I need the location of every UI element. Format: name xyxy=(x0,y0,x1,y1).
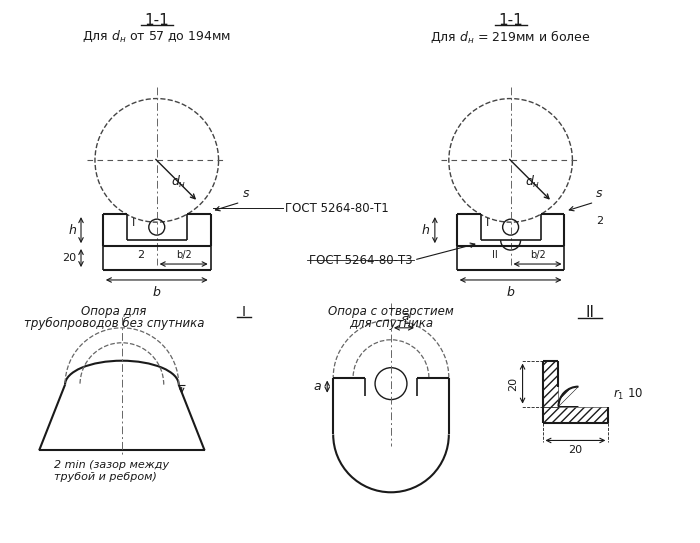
Text: a: a xyxy=(401,310,409,323)
Text: I: I xyxy=(132,218,135,228)
Text: b/2: b/2 xyxy=(176,250,192,260)
Text: Для $d_н$ от 57 до 194мм: Для $d_н$ от 57 до 194мм xyxy=(83,29,231,44)
Text: 2 min (зазор между: 2 min (зазор между xyxy=(54,460,169,470)
Text: 20: 20 xyxy=(509,377,519,391)
Text: Опора с отверстием: Опора с отверстием xyxy=(328,305,454,318)
Text: ГОСТ 5264-80-Т3: ГОСТ 5264-80-Т3 xyxy=(309,254,413,267)
Text: h: h xyxy=(68,224,76,237)
Text: b: b xyxy=(153,286,161,299)
Text: b/2: b/2 xyxy=(530,250,545,260)
Text: s: s xyxy=(242,187,249,200)
Text: $d_н$: $d_н$ xyxy=(524,174,540,191)
Text: h: h xyxy=(422,224,430,237)
Text: a: a xyxy=(314,380,321,393)
Text: Опора для: Опора для xyxy=(81,305,146,318)
Text: трубопроводов без спутника: трубопроводов без спутника xyxy=(24,317,204,330)
Text: I: I xyxy=(486,218,489,228)
Text: Для $d_н$ = 219мм и более: Для $d_н$ = 219мм и более xyxy=(430,29,591,45)
Text: 20: 20 xyxy=(568,445,582,456)
Text: 2: 2 xyxy=(596,216,603,226)
Text: $r_1$ 10: $r_1$ 10 xyxy=(613,387,643,402)
Text: 20: 20 xyxy=(62,253,76,263)
Text: ГОСТ 5264-80-Т1: ГОСТ 5264-80-Т1 xyxy=(286,201,389,214)
Text: II: II xyxy=(586,305,595,320)
Text: 2: 2 xyxy=(137,250,144,260)
Text: s: s xyxy=(596,187,603,200)
Text: b: b xyxy=(507,286,514,299)
Text: 1-1: 1-1 xyxy=(498,13,523,28)
Text: трубой и ребром): трубой и ребром) xyxy=(54,472,157,482)
Text: $d_н$: $d_н$ xyxy=(171,174,186,191)
Text: для спутника: для спутника xyxy=(349,317,433,330)
Text: II: II xyxy=(492,250,498,260)
Text: 1-1: 1-1 xyxy=(144,13,169,28)
Text: I: I xyxy=(241,305,246,319)
